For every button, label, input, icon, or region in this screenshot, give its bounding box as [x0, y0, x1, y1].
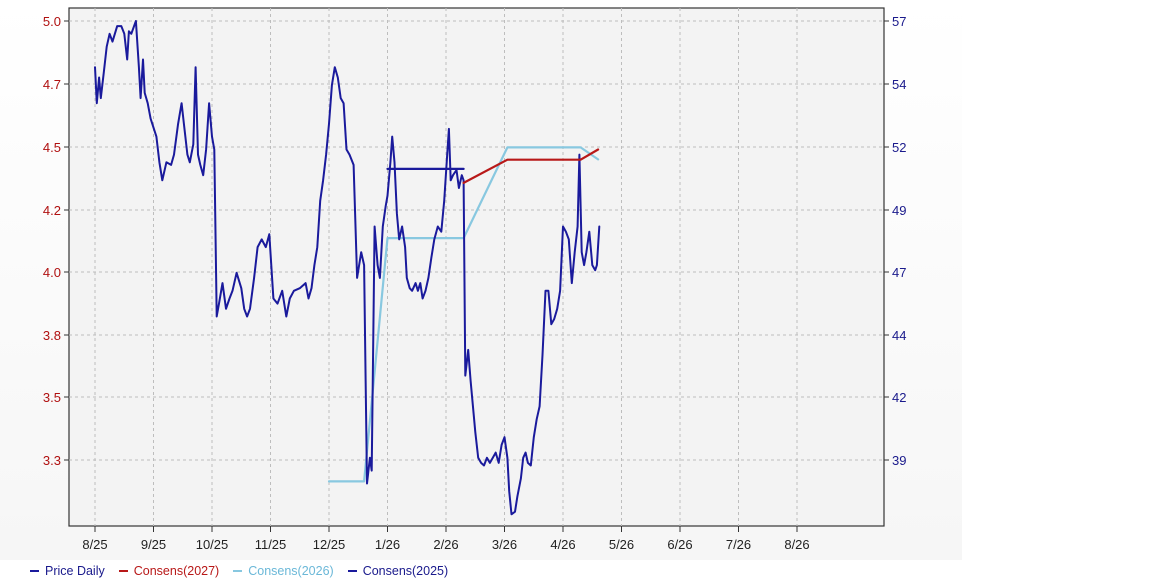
x-tick-label: 8/26 [784, 537, 809, 552]
right-tick-label: 42 [892, 390, 906, 405]
left-tick-label: 3.5 [43, 390, 61, 405]
x-tick-label: 7/26 [726, 537, 751, 552]
x-tick-label: 6/26 [667, 537, 692, 552]
legend-label-consens-2026: Consens(2026) [248, 564, 334, 578]
x-axis: 8/25 9/25 10/25 11/25 12/25 1/26 2/26 3/26 4/26 5… [82, 526, 810, 552]
left-tick-label: 3.8 [43, 328, 61, 343]
legend-label-price-daily: Price Daily [45, 564, 105, 578]
x-tick-label: 4/26 [550, 537, 575, 552]
left-axis: 5.0 4.7 4.5 4.2 4.0 3.8 3.5 3.3 [43, 14, 69, 468]
legend-item-price-daily: Price Daily [30, 564, 105, 578]
series-consens-2027 [462, 148, 600, 184]
left-tick-label: 4.5 [43, 140, 61, 155]
right-tick-label: 47 [892, 265, 906, 280]
left-tick-label: 5.0 [43, 14, 61, 29]
right-axis: 57 54 52 49 47 44 42 39 [884, 14, 906, 468]
x-tick-label: 12/25 [313, 537, 346, 552]
legend-swatch-consens-2027 [118, 570, 128, 572]
right-tick-label: 49 [892, 203, 906, 218]
legend-item-consens-2027: Consens(2027) [118, 564, 220, 578]
right-tick-label: 52 [892, 140, 906, 155]
legend-label-consens-2027: Consens(2027) [133, 564, 220, 578]
x-tick-label: 11/25 [255, 537, 287, 552]
x-tick-label: 1/26 [375, 537, 400, 552]
right-tick-label: 54 [892, 77, 906, 92]
left-tick-label: 4.2 [43, 203, 61, 218]
legend-swatch-consens-2025 [347, 570, 357, 572]
legend-swatch-price-daily [30, 570, 39, 572]
legend-swatch-consens-2026 [233, 570, 243, 572]
x-tick-label: 9/25 [141, 537, 166, 552]
left-tick-label: 4.0 [43, 265, 61, 280]
right-tick-label: 44 [892, 328, 906, 343]
legend-item-consens-2026: Consens(2026) [233, 564, 334, 578]
x-tick-label: 8/25 [82, 537, 107, 552]
x-tick-label: 10/25 [196, 537, 229, 552]
chart: 5.0 4.7 4.5 4.2 4.0 3.8 3.5 3.3 57 54 52 49 47 44 42 3… [0, 0, 962, 560]
x-tick-label: 5/26 [609, 537, 634, 552]
x-tick-label: 2/26 [433, 537, 458, 552]
x-tick-label: 3/26 [492, 537, 517, 552]
left-tick-label: 3.3 [43, 453, 61, 468]
legend-label-consens-2025: Consens(2025) [362, 564, 449, 578]
right-tick-label: 39 [892, 453, 906, 468]
left-tick-label: 4.7 [43, 77, 61, 92]
right-tick-label: 57 [892, 14, 906, 29]
legend: Price Daily Consens(2027) Consens(2026) … [30, 561, 462, 581]
series-layer [94, 20, 601, 516]
legend-item-consens-2025: Consens(2025) [347, 564, 449, 578]
series-price-daily [94, 20, 601, 516]
